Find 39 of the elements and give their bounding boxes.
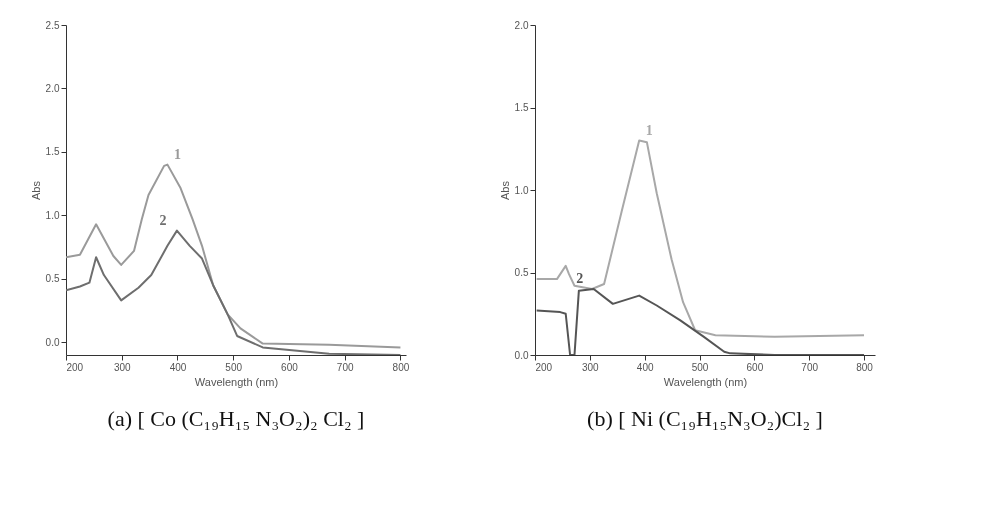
series-label: 1 (173, 146, 181, 162)
series-label: 2 (159, 212, 167, 228)
x-tick-label: 600 (281, 361, 299, 373)
series-label: 1 (645, 122, 653, 138)
y-tick-label: 2.0 (45, 82, 60, 94)
series-label: 2 (576, 271, 584, 286)
line-series (535, 288, 866, 355)
y-tick-label: 1.5 (45, 146, 60, 158)
x-tick-label: 600 (746, 361, 764, 373)
line-series (66, 229, 402, 355)
text: (b) [ Ni (C₁₉H₁₅N₃O₂)Cl₂ ] (587, 406, 823, 431)
y-tick-label: 2.5 (45, 19, 60, 31)
x-tick-label: 200 (535, 361, 553, 373)
x-tick-label: 300 (113, 361, 132, 373)
x-tick-label: 200 (66, 361, 84, 373)
x-axis-title: Wavelength (nm) (663, 375, 748, 388)
y-tick-label: 2.0 (514, 19, 529, 31)
x-tick-label: 300 (581, 361, 600, 373)
x-tick-label: 700 (801, 361, 819, 373)
y-tick-label: 1.5 (514, 102, 529, 113)
y-axis-title: Abs (29, 180, 42, 200)
y-tick-label: 0.0 (45, 336, 60, 348)
x-tick-label: 400 (169, 361, 187, 373)
text: (a) [ Co (C₁₉H₁₅ N₃O₂)₂ Cl₂ ] (107, 406, 365, 431)
y-tick-label: 1.0 (45, 209, 60, 221)
y-tick-label: 0.5 (514, 267, 529, 278)
x-tick-label: 400 (636, 361, 654, 373)
line-series (535, 139, 866, 338)
x-tick-label: 700 (336, 361, 354, 373)
y-tick-label: 1.0 (514, 184, 529, 196)
x-tick-label: 800 (856, 361, 874, 373)
x-tick-label: 500 (225, 361, 243, 373)
line-series (66, 163, 402, 349)
y-tick-label: 0.5 (45, 273, 60, 285)
y-tick-label: 0.0 (514, 349, 529, 361)
x-axis-title: Wavelength (nm) (194, 375, 279, 388)
x-tick-label: 800 (392, 361, 410, 373)
y-axis-title: Abs (498, 180, 511, 200)
x-tick-label: 500 (691, 361, 709, 373)
